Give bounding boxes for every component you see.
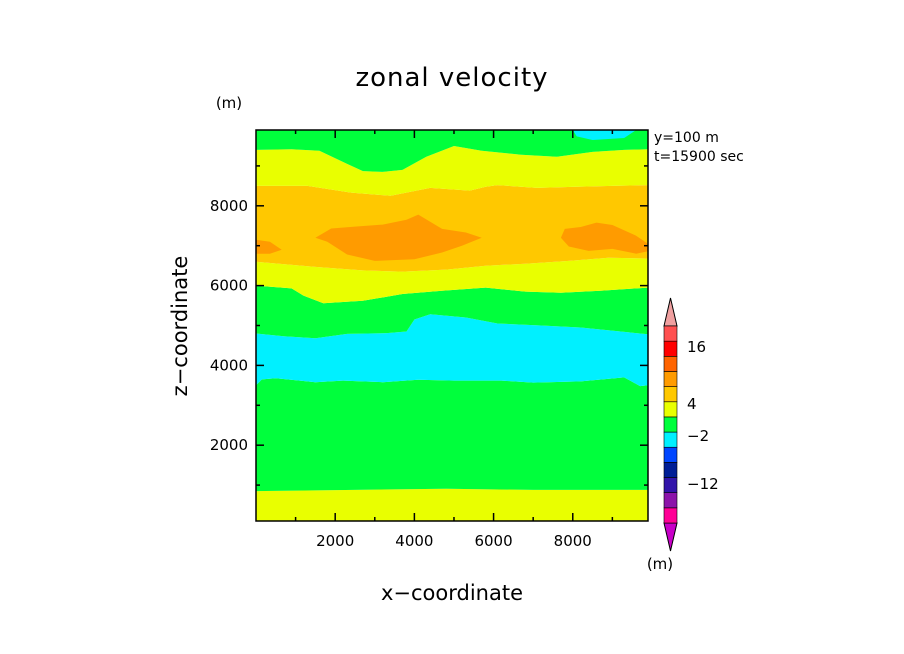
colorbar-swatch [663,492,678,509]
colorbar-label: −12 [687,475,719,493]
contour-band-cyan-mid [256,314,648,387]
colorbar-swatch [663,325,678,342]
y-tick-label: 6000 [210,277,248,295]
colorbar-swatch [663,431,678,448]
plot-area [256,130,648,521]
colorbar-swatch [663,446,678,463]
contour-patch-cyan-top-right [572,130,637,140]
colorbar-swatch [663,371,678,387]
colorbar-swatch [663,477,678,493]
colorbar-swatch [663,386,678,403]
colorbar-swatch [663,462,678,478]
colorbar: 16 4 −2 −12 [663,297,719,552]
contour-band-yellow-mid [256,257,648,304]
colorbar-label: −2 [687,427,709,445]
y-tick-label: 8000 [210,197,248,215]
x-axis: 2000 4000 6000 8000 [294,130,614,550]
contour-band-green-low [256,377,648,492]
colorbar-label: 4 [687,395,697,413]
x-tick-label: 8000 [554,532,592,550]
x-tick-label: 2000 [316,532,354,550]
contour-patch-orange-dark-right [560,222,648,254]
colorbar-swatch [663,356,678,372]
x-tick-label: 4000 [395,532,433,550]
chart-title: zonal velocity [355,63,548,93]
contour-band-green-top [256,130,648,172]
colorbar-swatch [663,507,678,524]
contour-band-yellow-top [256,146,648,196]
y-tick-label: 4000 [210,356,248,374]
colorbar-swatch [663,416,678,433]
contour-band-green-mid [256,285,648,339]
colorbar-unit-label: (m) [647,555,673,573]
y-axis-title: z−coordinate [168,256,192,397]
y-tick-label: 2000 [210,436,248,454]
contour-patch-orange-dark-left [256,239,282,254]
colorbar-swatch [663,340,678,357]
x-axis-title: x−coordinate [381,581,523,605]
contour-band-yellow-bottom [256,488,648,521]
colorbar-swatch [663,401,678,418]
y-unit-label: (m) [216,94,242,112]
x-tick-label: 6000 [474,532,512,550]
contour-patch-orange-dark-center [315,214,482,261]
y-axis: 2000 4000 6000 8000 [210,165,648,486]
annotation-y-location: y=100 m [654,130,719,146]
annotation-time: t=15900 sec [654,149,744,165]
colorbar-label: 16 [687,338,706,356]
